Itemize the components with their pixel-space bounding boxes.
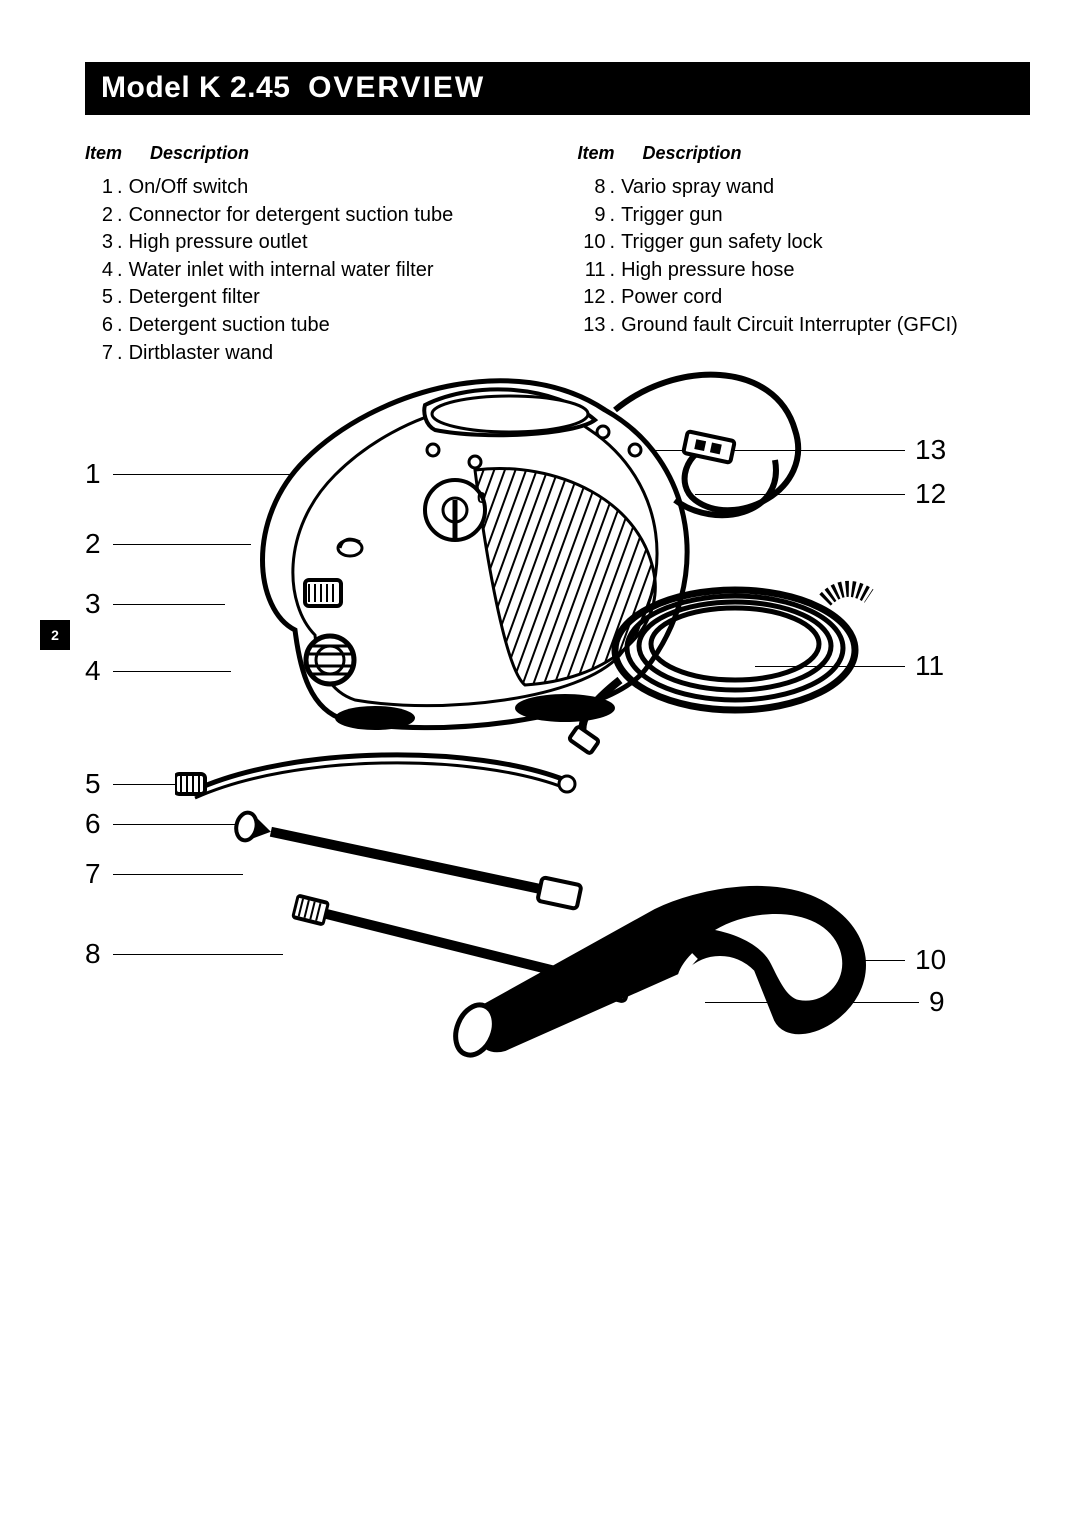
item-number: 9 [578, 202, 610, 230]
item-dot: . [117, 284, 129, 312]
callout-2: 2 [85, 528, 101, 560]
item-dot: . [610, 229, 622, 257]
callout-7: 7 [85, 858, 101, 890]
callout-4: 4 [85, 655, 101, 687]
item-number: 5 [85, 284, 117, 312]
item-dot: . [610, 257, 622, 285]
item-description: Power cord [621, 284, 1030, 312]
item-description: Connector for detergent suction tube [129, 202, 538, 230]
manual-page: Model K 2.45 OVERVIEW Item Description 1… [0, 0, 1080, 1532]
callout-1: 1 [85, 458, 101, 490]
item-description-columns: Item Description 1.On/Off switch2.Connec… [85, 143, 1030, 367]
item-row: 10.Trigger gun safety lock [578, 229, 1031, 257]
item-number: 1 [85, 174, 117, 202]
item-description: Ground fault Circuit Interrupter (GFCI) [621, 312, 1030, 340]
product-illustration: 0 [175, 350, 935, 1070]
item-row: 13.Ground fault Circuit Interrupter (GFC… [578, 312, 1031, 340]
item-dot: . [117, 202, 129, 230]
main-unit-icon [263, 381, 688, 730]
item-dot: . [610, 174, 622, 202]
callout-5: 5 [85, 768, 101, 800]
item-number: 12 [578, 284, 610, 312]
onoff-switch-icon [425, 480, 485, 540]
callout-6: 6 [85, 808, 101, 840]
item-row: 11.High pressure hose [578, 257, 1031, 285]
item-description: Detergent suction tube [129, 312, 538, 340]
trigger-gun-icon [449, 887, 865, 1061]
header-description: Description [150, 143, 249, 163]
header-description: Description [643, 143, 742, 163]
item-row: 2.Connector for detergent suction tube [85, 202, 538, 230]
item-row: 1.On/Off switch [85, 174, 538, 202]
item-number: 10 [578, 229, 610, 257]
water-inlet-icon [306, 636, 354, 684]
item-description: High pressure outlet [129, 229, 538, 257]
callout-8: 8 [85, 938, 101, 970]
column-header: Item Description [85, 143, 538, 164]
item-dot: . [117, 312, 129, 340]
safety-lock-icon [773, 948, 787, 966]
title-prefix: Model K 2.45 [101, 71, 290, 104]
item-description: High pressure hose [621, 257, 1030, 285]
item-description: Water inlet with internal water filter [129, 257, 538, 285]
item-description: Trigger gun [621, 202, 1030, 230]
item-description: Trigger gun safety lock [621, 229, 1030, 257]
page-number-tab: 2 [40, 620, 70, 650]
detergent-filter-icon [175, 774, 205, 794]
item-row: 12.Power cord [578, 284, 1031, 312]
detergent-connector-icon [338, 539, 362, 556]
item-number: 6 [85, 312, 117, 340]
right-column: Item Description 8.Vario spray wand9.Tri… [578, 143, 1031, 367]
item-description: Detergent filter [129, 284, 538, 312]
item-dot: . [117, 229, 129, 257]
item-row: 3.High pressure outlet [85, 229, 538, 257]
callout-3: 3 [85, 588, 101, 620]
item-dot: . [610, 202, 622, 230]
item-number: 4 [85, 257, 117, 285]
item-row: 8.Vario spray wand [578, 174, 1031, 202]
header-item: Item [578, 143, 638, 164]
item-number: 2 [85, 202, 117, 230]
item-number: 3 [85, 229, 117, 257]
item-dot: . [117, 257, 129, 285]
overview-diagram: 1 2 3 4 5 6 7 8 13 12 11 10 9 [85, 350, 1035, 1070]
detergent-tube-icon [175, 755, 575, 798]
page-title-bar: Model K 2.45 OVERVIEW [85, 62, 1030, 115]
item-description: Vario spray wand [621, 174, 1030, 202]
item-row: 4.Water inlet with internal water filter [85, 257, 538, 285]
item-description: On/Off switch [129, 174, 538, 202]
item-dot: . [117, 174, 129, 202]
leader-5 [113, 784, 181, 785]
title-suffix: OVERVIEW [308, 71, 485, 104]
item-row: 9.Trigger gun [578, 202, 1031, 230]
hp-outlet-icon [305, 580, 341, 606]
item-dot: . [610, 284, 622, 312]
item-number: 8 [578, 174, 610, 202]
header-item: Item [85, 143, 145, 164]
switch-position-label: 0 [477, 490, 486, 508]
page-number: 2 [51, 627, 59, 643]
column-header: Item Description [578, 143, 1031, 164]
item-number: 13 [578, 312, 610, 340]
item-row: 5.Detergent filter [85, 284, 538, 312]
left-column: Item Description 1.On/Off switch2.Connec… [85, 143, 538, 367]
dirtblaster-wand-icon [234, 811, 582, 911]
item-row: 6.Detergent suction tube [85, 312, 538, 340]
item-number: 11 [578, 257, 610, 285]
item-dot: . [610, 312, 622, 340]
